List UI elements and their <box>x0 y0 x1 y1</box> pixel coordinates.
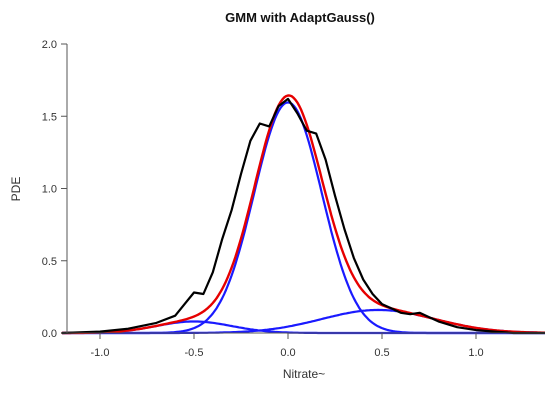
y-axis: 0.0 0.5 1.0 1.5 2.0 <box>42 39 67 340</box>
x-axis: -1.0 -0.5 0.0 0.5 1.0 <box>91 333 484 359</box>
gmm-component-2-line <box>61 101 545 335</box>
gmm-fit-line <box>61 94 545 335</box>
plot-area <box>61 94 545 335</box>
y-tick-label: 1.5 <box>42 111 57 123</box>
x-axis-label: Nitrate~ <box>283 367 325 381</box>
y-axis-label: PDE <box>9 177 23 202</box>
x-tick-label: 0.5 <box>374 347 389 359</box>
x-tick-label: -0.5 <box>185 347 204 359</box>
x-tick-label: 1.0 <box>468 347 483 359</box>
empirical-pdf-line <box>61 97 545 335</box>
y-tick-label: 2.0 <box>42 39 57 51</box>
x-tick-label: -1.0 <box>91 347 110 359</box>
y-tick-label: 1.0 <box>42 184 57 196</box>
x-tick-label: 0.0 <box>280 347 295 359</box>
y-tick-label: 0.5 <box>42 256 57 268</box>
y-tick-label: 0.0 <box>42 328 57 340</box>
chart-title: GMM with AdaptGauss() <box>225 10 375 25</box>
